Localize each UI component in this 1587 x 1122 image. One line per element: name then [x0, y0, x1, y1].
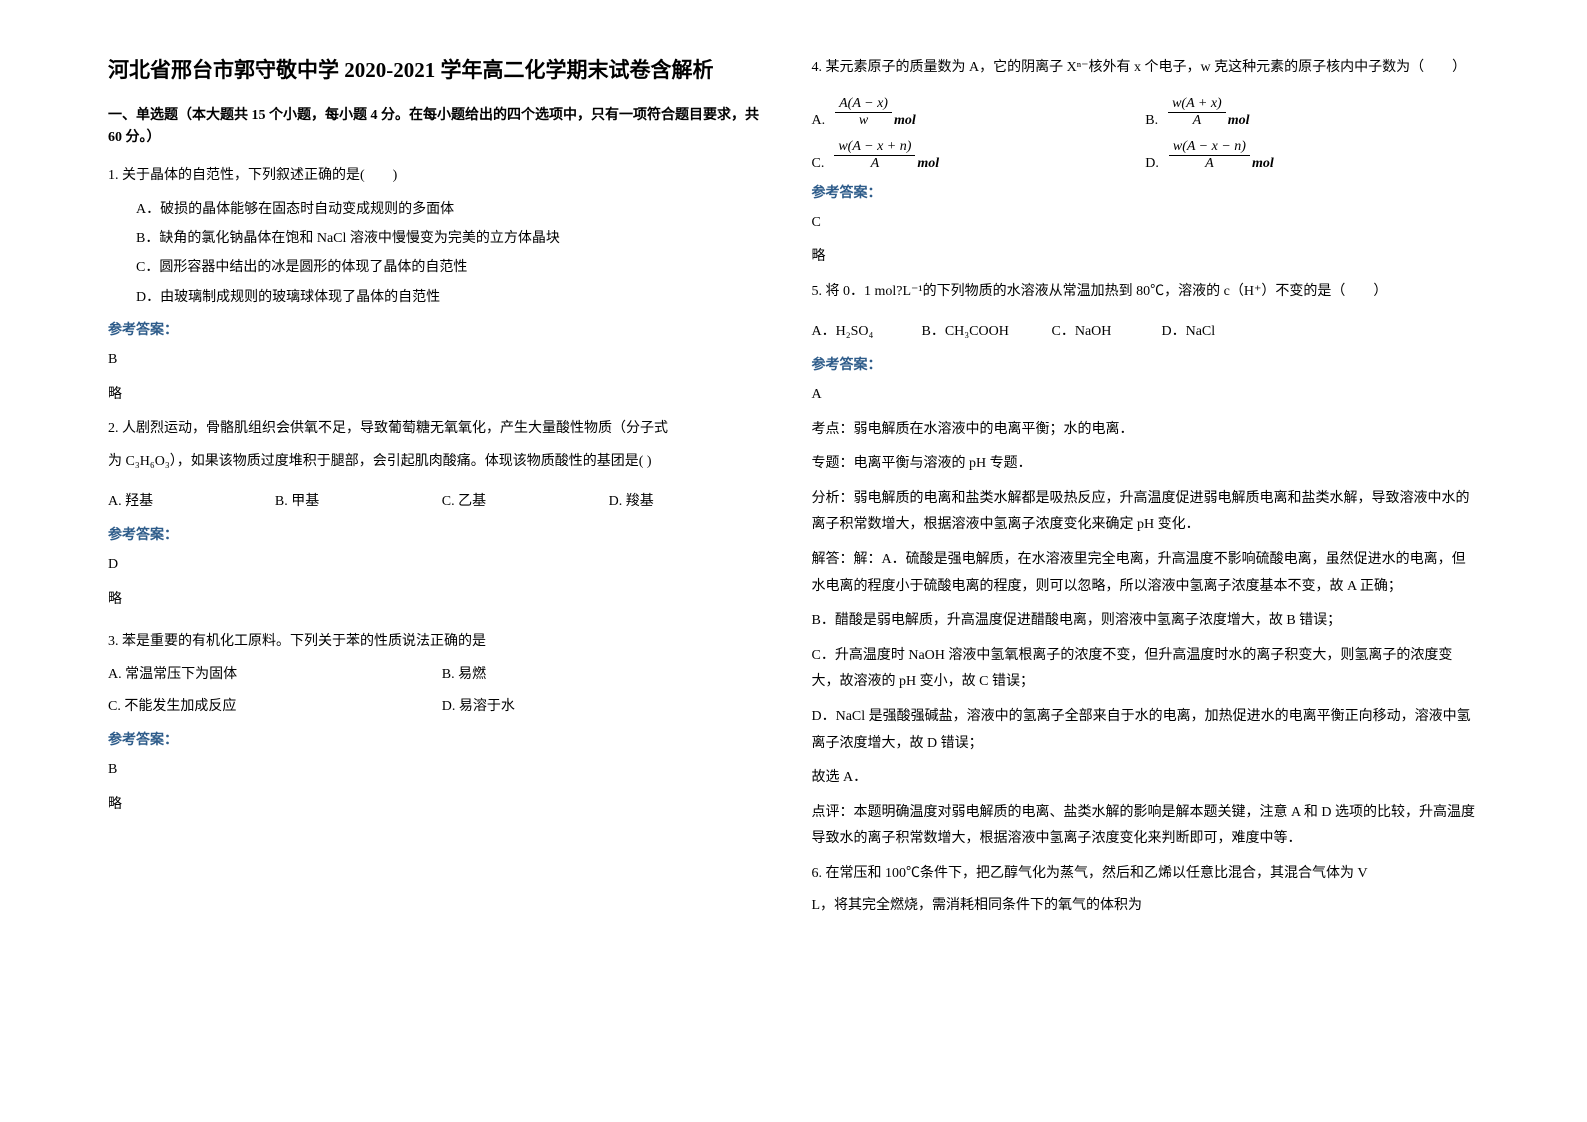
q4-c-frac: w(A − x + n) A	[834, 139, 915, 172]
q3-lue: 略	[108, 792, 776, 819]
q1-ans-label: 参考答案：	[108, 319, 776, 339]
q3-ans: B	[108, 757, 776, 784]
q3-opts1: A. 常温常压下为固体 B. 易燃	[108, 662, 776, 689]
q1-opt-c: C．圆形容器中结出的冰是圆形的体现了晶体的自范性	[136, 254, 776, 281]
q4-a-label: A.	[812, 113, 826, 129]
q6-stem1: 6. 在常压和 100℃条件下，把乙醇气化为蒸气，然后和乙烯以任意比混合，其混合…	[812, 861, 1480, 888]
q1-opt-d: D．由玻璃制成规则的玻璃球体现了晶体的自范性	[136, 284, 776, 311]
q5-dp: 点评：本题明确温度对弱电解质的电离、盐类水解的影响是解本题关键，注意 A 和 D…	[812, 800, 1480, 853]
q5-zt: 专题：电离平衡与溶液的 pH 专题．	[812, 451, 1480, 478]
right-column: 4. 某元素原子的质量数为 A，它的阴离子 Xⁿ⁻核外有 x 个电子，w 克这种…	[794, 55, 1498, 1067]
q5-opt-a: A．H₂SO₄	[812, 319, 922, 346]
q5-jda1: 解答：解：A．硫酸是强电解质，在水溶液里完全电离，升高温度不影响硫酸电离，虽然促…	[812, 547, 1480, 600]
q3-opt-b: B. 易燃	[442, 662, 776, 689]
q3-ans-label: 参考答案：	[108, 729, 776, 749]
q2-ans-label: 参考答案：	[108, 524, 776, 544]
q4-b-unit: mol	[1228, 113, 1250, 129]
q4-d-frac: w(A − x − n) A	[1169, 139, 1250, 172]
q4-opt-c: C. w(A − x + n) A mol	[812, 139, 1146, 172]
q2-opt-a: A. 羟基	[108, 489, 275, 516]
q3-opt-a: A. 常温常压下为固体	[108, 662, 442, 689]
q2-stem2: 为 C₃H₆O₃），如果该物质过度堆积于腿部，会引起肌肉酸痛。体现该物质酸性的基…	[108, 449, 776, 476]
q5-opt-d: D．NaCl	[1162, 319, 1480, 346]
q5-stem: 5. 将 0．1 mol?L⁻¹的下列物质的水溶液从常温加热到 80℃，溶液的 …	[812, 279, 1480, 306]
q2-ans: D	[108, 552, 776, 579]
q5-jda4: D．NaCl 是强酸强碱盐，溶液中的氢离子全部来自于水的电离，加热促进水的电离平…	[812, 704, 1480, 757]
q4-opt-b: B. w(A + x) A mol	[1145, 96, 1479, 129]
q5-opts: A．H₂SO₄ B．CH₃COOH C．NaOH D．NaCl	[812, 319, 1480, 346]
q1-ans: B	[108, 347, 776, 374]
q4-stem: 4. 某元素原子的质量数为 A，它的阴离子 Xⁿ⁻核外有 x 个电子，w 克这种…	[812, 55, 1480, 82]
q4-opts-row2: C. w(A − x + n) A mol D. w(A − x − n) A …	[812, 139, 1480, 172]
q4-a-frac: A(A − x) w	[835, 96, 892, 129]
q5-opt-b: B．CH₃COOH	[922, 319, 1052, 346]
q5-fx1: 分析：弱电解质的电离和盐类水解都是吸热反应，升高温度促进弱电解质电离和盐类水解，…	[812, 486, 1480, 539]
q5-gx: 故选 A．	[812, 765, 1480, 792]
q4-opts-row1: A. A(A − x) w mol B. w(A + x) A mol	[812, 96, 1480, 129]
q5-jda2: B．醋酸是弱电解质，升高温度促进醋酸电离，则溶液中氢离子浓度增大，故 B 错误；	[812, 608, 1480, 635]
q4-lue: 略	[812, 244, 1480, 271]
q5-kd: 考点：弱电解质在水溶液中的电离平衡；水的电离．	[812, 417, 1480, 444]
q2-lue: 略	[108, 587, 776, 614]
section-head: 一、单选题（本大题共 15 个小题，每小题 4 分。在每小题给出的四个选项中，只…	[108, 105, 776, 150]
q2-stem1: 2. 人剧烈运动，骨骼肌组织会供氧不足，导致葡萄糖无氧氧化，产生大量酸性物质（分…	[108, 416, 776, 443]
q3-opt-c: C. 不能发生加成反应	[108, 694, 442, 721]
q4-d-label: D.	[1145, 156, 1159, 172]
q2-opts: A. 羟基 B. 甲基 C. 乙基 D. 羧基	[108, 489, 776, 516]
q4-b-frac: w(A + x) A	[1168, 96, 1226, 129]
q2-opt-d: D. 羧基	[609, 489, 776, 516]
q1-opt-b: B．缺角的氯化钠晶体在饱和 NaCl 溶液中慢慢变为完美的立方体晶块	[136, 225, 776, 252]
q4-opt-d: D. w(A − x − n) A mol	[1145, 139, 1479, 172]
q1-opt-a: A．破损的晶体能够在固态时自动变成规则的多面体	[136, 196, 776, 223]
q5-jda3: C．升高温度时 NaOH 溶液中氢氧根离子的浓度不变，但升高温度时水的离子积变大…	[812, 643, 1480, 696]
q2-opt-b: B. 甲基	[275, 489, 442, 516]
q4-ans-label: 参考答案：	[812, 182, 1480, 202]
q4-c-label: C.	[812, 156, 825, 172]
q4-ans: C	[812, 210, 1480, 237]
q2-opt-c: C. 乙基	[442, 489, 609, 516]
q4-a-unit: mol	[894, 113, 916, 129]
q3-opt-d: D. 易溶于水	[442, 694, 776, 721]
q6-stem2: L，将其完全燃烧，需消耗相同条件下的氧气的体积为	[812, 893, 1480, 920]
q4-b-label: B.	[1145, 113, 1158, 129]
left-column: 河北省邢台市郭守敬中学 2020-2021 学年高二化学期末试卷含解析 一、单选…	[90, 55, 794, 1067]
q5-opt-c: C．NaOH	[1052, 319, 1162, 346]
q3-stem: 3. 苯是重要的有机化工原料。下列关于苯的性质说法正确的是	[108, 629, 776, 656]
q4-d-unit: mol	[1252, 156, 1274, 172]
q4-c-unit: mol	[917, 156, 939, 172]
q5-ans-label: 参考答案：	[812, 354, 1480, 374]
q3-opts2: C. 不能发生加成反应 D. 易溶于水	[108, 694, 776, 721]
q4-opt-a: A. A(A − x) w mol	[812, 96, 1146, 129]
q1-lue: 略	[108, 382, 776, 409]
q5-ans: A	[812, 382, 1480, 409]
q1-stem: 1. 关于晶体的自范性，下列叙述正确的是( )	[108, 163, 776, 190]
doc-title: 河北省邢台市郭守敬中学 2020-2021 学年高二化学期末试卷含解析	[108, 55, 776, 87]
